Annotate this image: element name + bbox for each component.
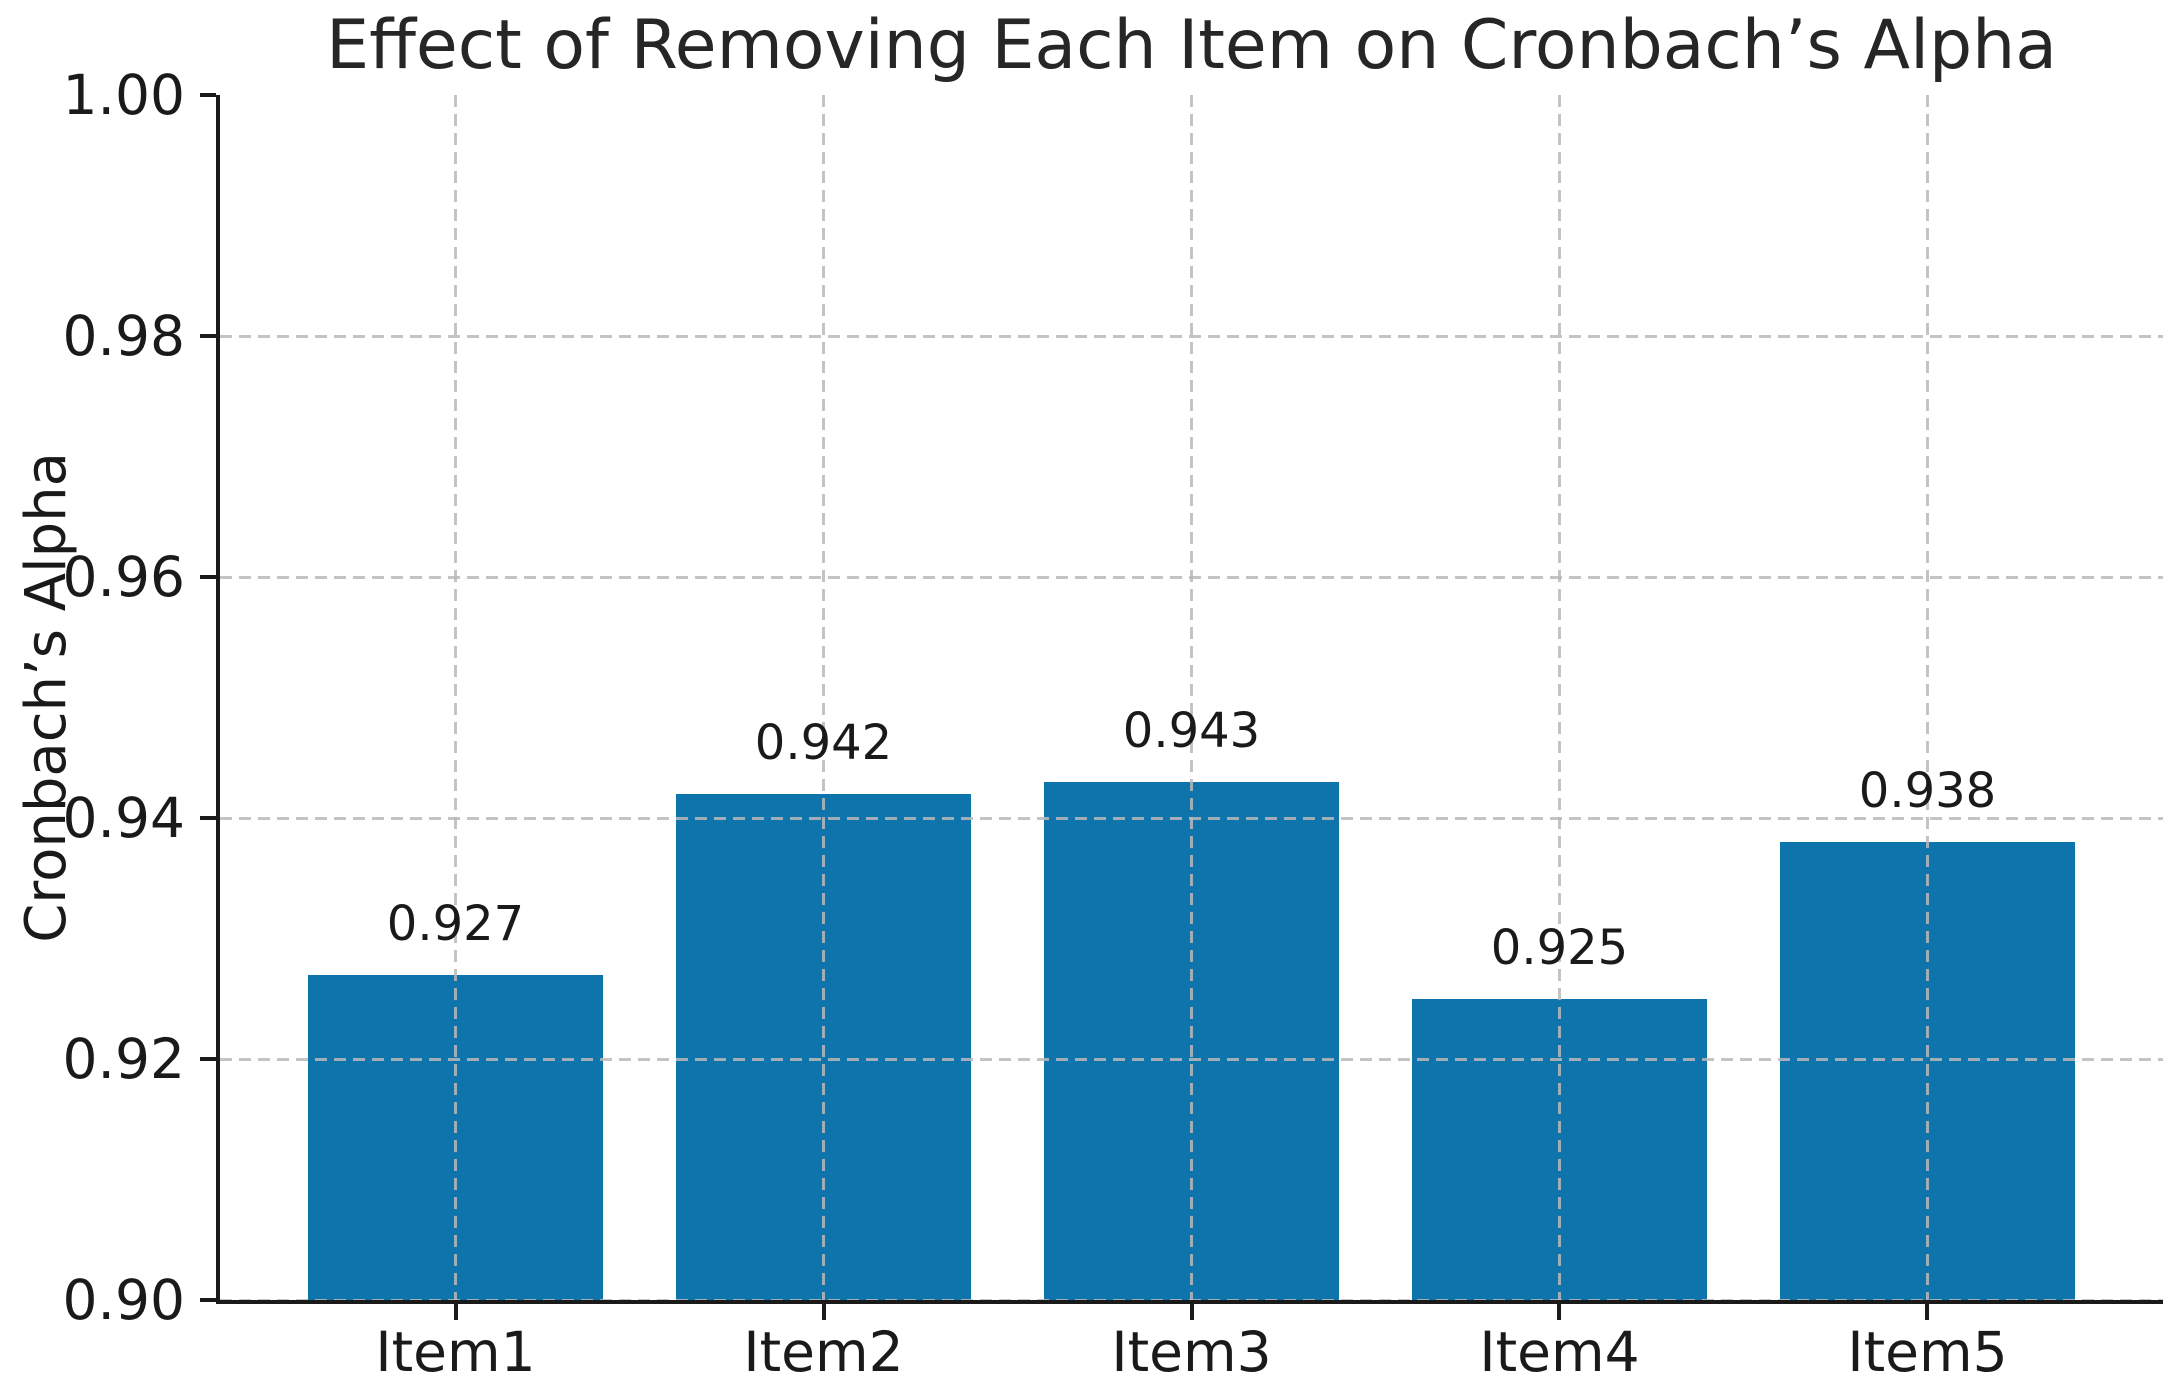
- plot-area: 0.927 0.942 0.943 0.925 0.938 0.90 0.92 0.94 0.…: [63, 65, 2163, 1380]
- y-tick-label-0.98: 0.98: [62, 304, 185, 368]
- x-tick-label-Item5: Item5: [1847, 1320, 2008, 1380]
- y-tick-label-0.90: 0.90: [62, 1268, 185, 1332]
- x-tick-label-Item4: Item4: [1479, 1320, 1640, 1380]
- bar-value-label-Item3: 0.943: [1122, 702, 1261, 759]
- v-gridline-Item2: [822, 95, 825, 1300]
- y-tick-mark-0.98: [200, 334, 216, 338]
- bar-value-label-Item1: 0.927: [386, 895, 525, 952]
- v-gridline-Item5: [1925, 95, 1929, 1300]
- y-tick-mark-0.94: [200, 816, 216, 820]
- y-tick-label-0.96: 0.96: [62, 545, 185, 609]
- x-tick-mark-Item2: [821, 1304, 826, 1320]
- y-axis-spine: [216, 95, 220, 1304]
- bar-value-label-Item5: 0.938: [1858, 763, 1997, 820]
- v-gridline-Item4: [1557, 95, 1561, 1300]
- y-tick-label-0.92: 0.92: [62, 1027, 185, 1091]
- y-tick-mark-0.90: [200, 1298, 216, 1302]
- bar-value-label-Item4: 0.925: [1490, 919, 1629, 976]
- y-tick-label-0.94: 0.94: [62, 786, 185, 850]
- x-axis-spine: [216, 1300, 2163, 1304]
- y-tick-mark-0.96: [200, 575, 216, 579]
- v-gridline-Item1: [454, 95, 457, 1300]
- v-gridline-Item3: [1190, 95, 1193, 1300]
- x-tick-label-Item3: Item3: [1111, 1320, 1272, 1380]
- x-tick-label-Item1: Item1: [375, 1320, 536, 1380]
- chart-title: Effect of Removing Each Item on Cronbach…: [326, 6, 2057, 85]
- x-tick-mark-Item4: [1557, 1304, 1562, 1320]
- y-axis-label-container: Cronbach’s Alpha: [14, 95, 79, 1300]
- x-tick-label-Item2: Item2: [743, 1320, 904, 1380]
- bar-value-label-Item2: 0.942: [754, 714, 893, 771]
- y-tick-mark-0.92: [200, 1057, 216, 1061]
- y-axis-label: Cronbach’s Alpha: [14, 452, 79, 943]
- x-tick-mark-Item5: [1925, 1304, 1930, 1320]
- x-tick-mark-Item3: [1189, 1304, 1194, 1320]
- y-tick-label-1.00: 1.00: [62, 63, 185, 127]
- y-tick-mark-1.00: [200, 93, 216, 97]
- x-tick-mark-Item1: [453, 1304, 458, 1320]
